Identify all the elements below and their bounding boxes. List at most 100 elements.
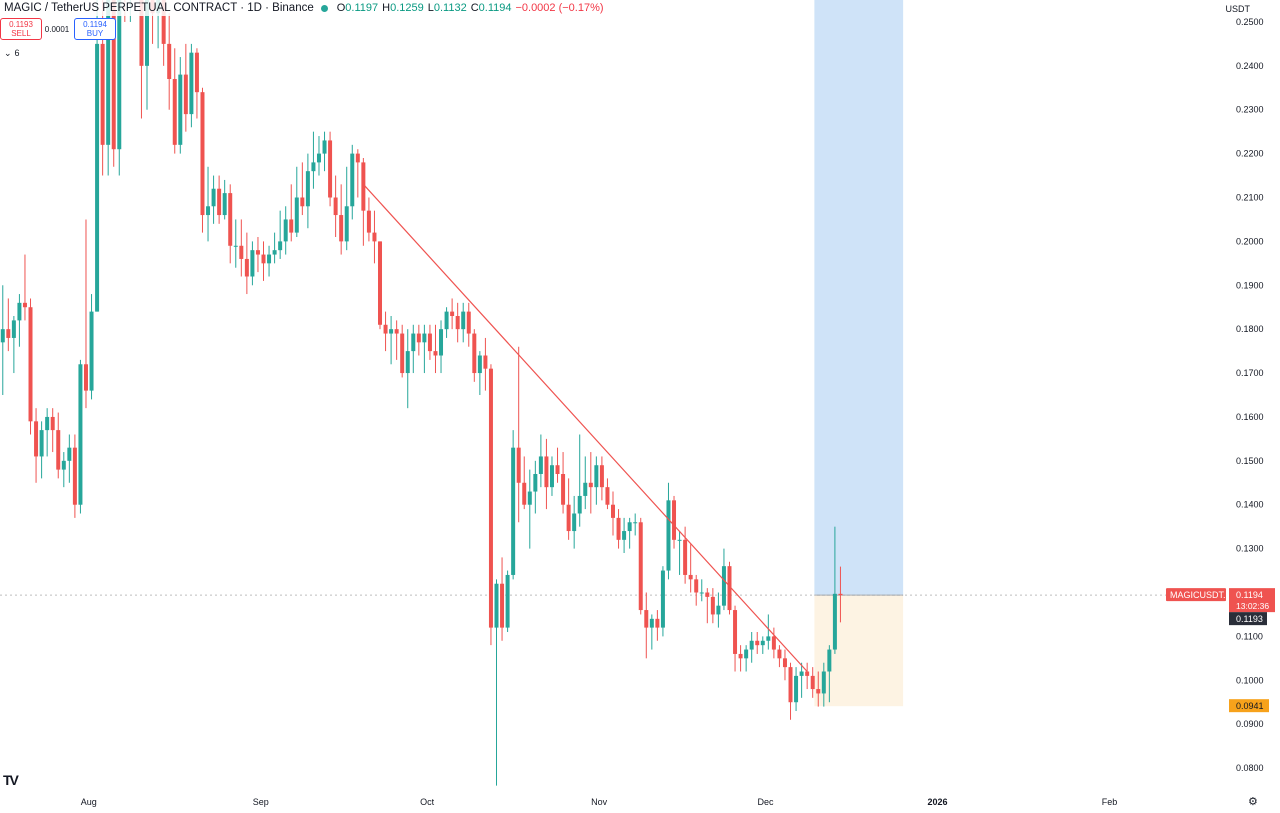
candle-body[interactable]	[649, 618, 654, 628]
candle-body[interactable]	[39, 430, 44, 457]
candle-body[interactable]	[339, 215, 344, 242]
candle-body[interactable]	[45, 416, 50, 431]
candle-body[interactable]	[272, 250, 277, 255]
candle-body[interactable]	[561, 474, 566, 505]
candle-body[interactable]	[760, 640, 765, 646]
candle-body[interactable]	[655, 618, 660, 628]
candle-body[interactable]	[771, 636, 776, 650]
candle-body[interactable]	[577, 495, 582, 514]
candle-body[interactable]	[344, 206, 349, 242]
candle-body[interactable]	[466, 311, 471, 334]
candle-body[interactable]	[267, 254, 272, 264]
candle-body[interactable]	[95, 43, 100, 312]
candle-body[interactable]	[194, 52, 199, 93]
candle-body[interactable]	[594, 465, 599, 488]
candle-body[interactable]	[28, 307, 33, 422]
candle-body[interactable]	[422, 333, 427, 343]
candle-body[interactable]	[433, 351, 438, 356]
candle-body[interactable]	[405, 351, 410, 374]
candle-body[interactable]	[183, 74, 188, 115]
candle-body[interactable]	[522, 482, 527, 505]
candle-body[interactable]	[261, 254, 266, 264]
candle-body[interactable]	[211, 188, 216, 207]
candle-body[interactable]	[716, 605, 721, 615]
candle-body[interactable]	[755, 640, 760, 646]
indicators-toggle[interactable]: ⌄ 6	[0, 46, 24, 60]
candle-body[interactable]	[233, 245, 238, 247]
candle-body[interactable]	[733, 610, 738, 654]
candle-body[interactable]	[139, 0, 144, 66]
candle-body[interactable]	[549, 465, 554, 488]
candle-body[interactable]	[78, 364, 83, 505]
candle-body[interactable]	[61, 460, 66, 470]
candle-body[interactable]	[178, 74, 183, 145]
candle-body[interactable]	[366, 210, 371, 233]
candle-body[interactable]	[333, 197, 338, 216]
candle-body[interactable]	[805, 671, 810, 676]
candle-body[interactable]	[494, 583, 499, 628]
candle-body[interactable]	[633, 522, 638, 524]
candle-body[interactable]	[56, 430, 61, 470]
candle-body[interactable]	[505, 574, 510, 628]
candle-body[interactable]	[472, 333, 477, 374]
candle-body[interactable]	[22, 302, 27, 308]
candle-body[interactable]	[677, 539, 682, 541]
candle-body[interactable]	[583, 482, 588, 496]
candle-body[interactable]	[516, 447, 521, 483]
candle-body[interactable]	[572, 513, 577, 532]
candle-body[interactable]	[117, 0, 122, 150]
candle-body[interactable]	[832, 593, 837, 650]
candle-body[interactable]	[605, 487, 610, 505]
candle-body[interactable]	[200, 92, 205, 216]
candle-body[interactable]	[500, 583, 505, 628]
candle-body[interactable]	[544, 456, 549, 488]
candle-body[interactable]	[11, 320, 16, 338]
candle-body[interactable]	[810, 675, 815, 690]
trendline[interactable]	[362, 183, 808, 672]
candle-body[interactable]	[278, 241, 283, 251]
candle-body[interactable]	[461, 311, 466, 330]
candle-body[interactable]	[378, 241, 383, 325]
candle-body[interactable]	[300, 197, 305, 207]
candle-body[interactable]	[289, 219, 294, 233]
candle-body[interactable]	[694, 579, 699, 593]
candle-body[interactable]	[106, 0, 111, 145]
candle-body[interactable]	[627, 522, 632, 532]
candle-body[interactable]	[827, 649, 832, 672]
candle-body[interactable]	[488, 368, 493, 628]
candle-body[interactable]	[777, 649, 782, 659]
candle-body[interactable]	[483, 355, 488, 369]
candle-body[interactable]	[672, 500, 677, 540]
candle-body[interactable]	[145, 0, 150, 66]
candle-body[interactable]	[533, 474, 538, 492]
candle-body[interactable]	[511, 447, 516, 575]
candle-body[interactable]	[749, 640, 754, 650]
candle-body[interactable]	[283, 219, 288, 242]
candle-body[interactable]	[222, 193, 227, 216]
candle-body[interactable]	[100, 43, 105, 145]
candle-body[interactable]	[699, 592, 704, 594]
candle-body[interactable]	[322, 140, 327, 154]
candle-body[interactable]	[328, 140, 333, 198]
candle-body[interactable]	[788, 667, 793, 703]
candle-body[interactable]	[816, 689, 821, 694]
candle-body[interactable]	[50, 416, 55, 431]
candle-body[interactable]	[350, 153, 355, 207]
candle-body[interactable]	[250, 250, 255, 277]
buy-button[interactable]: 0.1194 BUY	[74, 18, 116, 40]
candle-body[interactable]	[477, 355, 482, 374]
candle-body[interactable]	[244, 258, 249, 277]
candle-body[interactable]	[821, 671, 826, 694]
candle-body[interactable]	[239, 245, 244, 259]
candle-body[interactable]	[782, 658, 787, 668]
candle-body[interactable]	[394, 329, 399, 334]
candle-body[interactable]	[400, 333, 405, 374]
candle-body[interactable]	[710, 596, 715, 615]
candle-body[interactable]	[355, 153, 360, 163]
candle-body[interactable]	[111, 0, 116, 150]
candle-body[interactable]	[305, 171, 310, 207]
candle-body[interactable]	[294, 197, 299, 233]
candle-body[interactable]	[638, 522, 643, 611]
candle-body[interactable]	[372, 232, 377, 242]
candle-body[interactable]	[644, 610, 649, 628]
